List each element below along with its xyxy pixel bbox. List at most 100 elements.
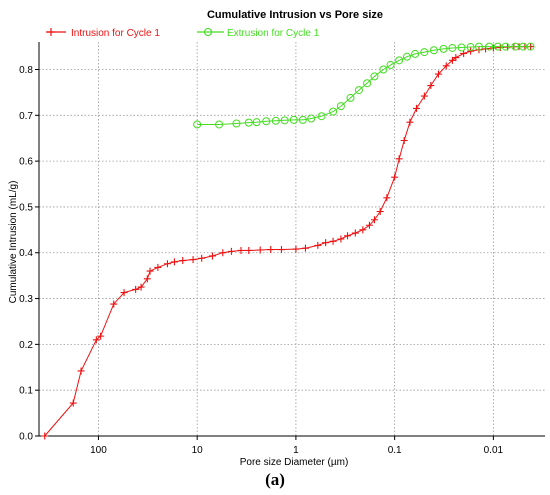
data-point-intrusion xyxy=(365,221,373,229)
data-point-intrusion xyxy=(208,252,216,260)
data-point-extrusion xyxy=(457,43,466,52)
data-point-extrusion xyxy=(289,115,298,124)
data-point-extrusion xyxy=(466,43,475,52)
x-tick-label: 0.1 xyxy=(388,445,402,456)
data-point-extrusion xyxy=(379,65,388,74)
data-point-intrusion xyxy=(344,232,352,240)
plot-area: 100 10 1 0.1 0.01 0.0 0.1 0.2 0.3 0.4 0.5 0.6 0.7 0.8 xyxy=(19,42,545,456)
data-point-intrusion xyxy=(179,257,187,265)
y-tick-label: 0.8 xyxy=(19,65,33,76)
data-point-intrusion xyxy=(337,235,345,243)
data-point-intrusion xyxy=(413,104,421,112)
data-point-extrusion xyxy=(363,79,372,88)
data-point-intrusion xyxy=(170,258,178,266)
legend-label-extrusion: Extrusion for Cycle 1 xyxy=(227,28,320,39)
data-point-extrusion xyxy=(526,42,535,51)
data-point-intrusion xyxy=(400,137,408,144)
data-point-intrusion xyxy=(351,229,359,237)
data-point-intrusion xyxy=(69,399,77,407)
data-point-intrusion xyxy=(301,244,309,252)
data-point-intrusion xyxy=(97,332,105,340)
data-point-extrusion xyxy=(252,118,261,127)
data-point-intrusion xyxy=(189,256,197,264)
data-point-extrusion xyxy=(448,43,457,52)
data-point-intrusion xyxy=(146,267,154,275)
data-point-extrusion xyxy=(395,56,404,65)
chart-title: Cumulative Intrusion vs Pore size xyxy=(207,9,383,21)
data-point-intrusion xyxy=(92,336,100,344)
y-tick-label: 0.5 xyxy=(19,202,33,213)
y-tick-label: 0.4 xyxy=(19,248,33,259)
data-point-intrusion xyxy=(383,194,391,202)
legend: Intrusion for Cycle 1 Extrusion for Cycl… xyxy=(46,27,320,39)
data-point-intrusion xyxy=(267,246,275,254)
data-point-extrusion xyxy=(420,48,429,57)
data-point-extrusion xyxy=(370,72,379,81)
data-point-intrusion xyxy=(329,237,337,245)
x-tick-label: 10 xyxy=(192,445,204,456)
series-line-intrusion xyxy=(44,46,531,437)
data-point-intrusion xyxy=(277,246,285,254)
data-point-intrusion xyxy=(314,241,322,249)
data-point-intrusion xyxy=(460,49,468,57)
data-point-extrusion xyxy=(501,42,510,51)
series-line-extrusion xyxy=(197,46,531,125)
data-point-extrusion xyxy=(402,52,411,61)
data-point-extrusion xyxy=(511,42,520,51)
data-point-extrusion xyxy=(336,102,345,111)
data-point-intrusion xyxy=(219,249,227,257)
y-tick-label: 0.2 xyxy=(19,340,33,351)
data-point-extrusion xyxy=(439,44,448,53)
data-point-extrusion xyxy=(298,115,307,124)
data-point-extrusion xyxy=(346,93,355,102)
data-point-intrusion xyxy=(406,118,414,126)
legend-label-intrusion: Intrusion for Cycle 1 xyxy=(71,28,160,39)
x-tick-label: 100 xyxy=(90,445,107,456)
data-point-intrusion xyxy=(198,254,206,262)
data-point-extrusion xyxy=(307,114,316,123)
legend-item-extrusion: Extrusion for Cycle 1 xyxy=(197,27,320,39)
data-point-extrusion xyxy=(493,42,502,51)
data-point-intrusion xyxy=(322,239,330,247)
figure-caption: (a) xyxy=(265,470,285,489)
y-tick-label: 0.6 xyxy=(19,157,33,168)
data-point-intrusion xyxy=(370,216,378,224)
data-point-intrusion xyxy=(41,432,49,440)
data-point-intrusion xyxy=(427,82,435,90)
y-tick-label: 0.0 xyxy=(19,432,33,443)
data-point-intrusion xyxy=(245,246,253,254)
y-tick-label: 0.3 xyxy=(19,294,33,305)
data-point-intrusion xyxy=(110,300,118,308)
data-point-intrusion xyxy=(292,245,300,253)
data-point-extrusion xyxy=(232,119,241,128)
data-point-intrusion xyxy=(163,260,171,268)
x-axis-label: Pore size Diameter (µm) xyxy=(240,457,349,468)
data-point-intrusion xyxy=(154,263,162,271)
data-point-intrusion xyxy=(77,367,85,375)
data-point-intrusion xyxy=(359,226,367,234)
data-point-intrusion xyxy=(452,54,460,62)
chart: Cumulative Intrusion vs Pore size Intrus… xyxy=(8,9,545,468)
x-tick-label: 0.01 xyxy=(484,445,504,456)
y-tick-label: 0.7 xyxy=(19,111,33,122)
legend-item-intrusion: Intrusion for Cycle 1 xyxy=(46,28,160,39)
data-point-intrusion xyxy=(227,247,235,255)
data-point-intrusion xyxy=(256,246,264,254)
data-point-extrusion xyxy=(485,42,494,51)
data-point-intrusion xyxy=(391,173,399,181)
data-point-extrusion xyxy=(215,120,224,129)
data-point-extrusion xyxy=(193,120,202,129)
y-tick-label: 0.1 xyxy=(19,386,33,397)
data-point-intrusion xyxy=(237,246,245,254)
data-point-intrusion xyxy=(420,92,428,100)
data-point-extrusion xyxy=(329,107,338,116)
data-point-extrusion xyxy=(244,118,253,127)
data-point-intrusion xyxy=(442,62,450,70)
data-point-extrusion xyxy=(354,86,363,95)
data-point-intrusion xyxy=(489,44,497,52)
x-tick-label: 1 xyxy=(293,445,299,456)
legend-marker-circle xyxy=(203,27,213,37)
data-point-extrusion xyxy=(262,117,271,126)
data-point-extrusion xyxy=(280,116,289,125)
data-point-intrusion xyxy=(143,275,151,283)
